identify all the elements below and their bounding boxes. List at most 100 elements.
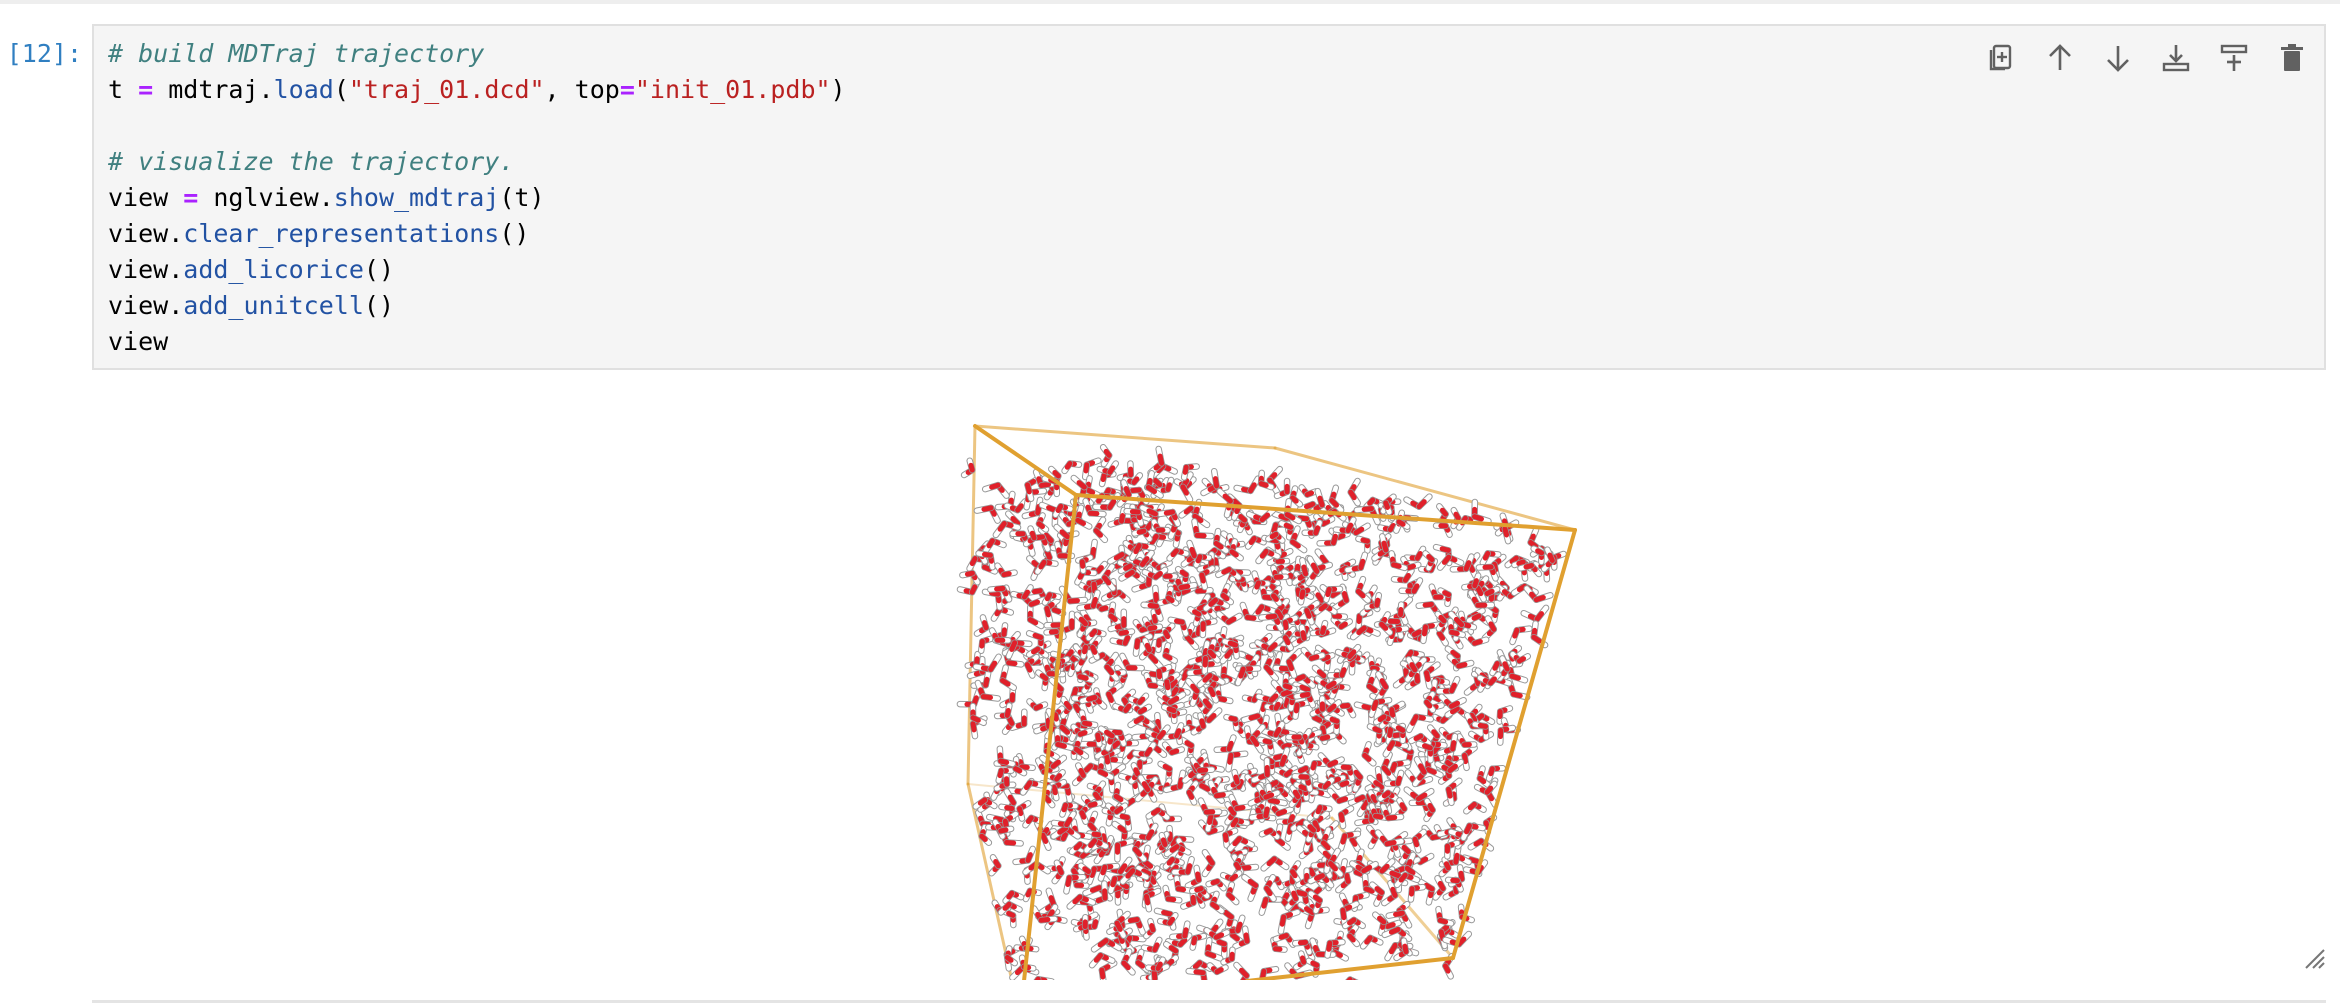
water-molecule [1390,722,1407,745]
water-molecule [1164,932,1193,948]
water-molecule [1156,508,1182,528]
water-molecule [1363,591,1383,611]
water-molecule [1066,893,1097,910]
water-molecule [1332,516,1357,534]
water-molecule [1160,703,1178,725]
water-molecule [1119,867,1150,885]
water-molecule [1179,471,1194,503]
water-molecule [1282,672,1298,693]
water-molecule [1105,802,1129,815]
water-molecule [1361,741,1377,767]
code-editor-text[interactable]: # build MDTraj trajectory t = mdtraj.load… [108,36,846,360]
water-molecule [1277,908,1301,935]
water-molecule [1322,585,1344,603]
water-molecule [1385,909,1413,929]
water-molecule [1349,624,1381,641]
water-molecule [1382,493,1397,516]
water-molecule [1050,778,1068,802]
duplicate-cell-button[interactable] [1980,36,2024,80]
water-molecule [1196,672,1226,689]
water-molecule [1467,589,1496,609]
water-molecule [1143,887,1162,913]
water-molecule [1432,875,1447,901]
water-molecule [978,823,993,846]
nglview-widget[interactable] [92,378,2326,994]
water-molecule [1447,617,1466,639]
water-molecule [1307,872,1335,889]
water-molecule [1423,661,1441,690]
water-molecule [1282,614,1299,637]
water-molecule [960,457,976,479]
molecule-viewport[interactable] [92,378,2326,994]
water-molecule [1291,623,1308,648]
water-molecule [1213,734,1237,754]
water-molecule [1540,546,1556,573]
water-molecule [1415,740,1434,764]
water-molecule [1460,822,1487,842]
water-molecule [1398,577,1424,595]
water-molecule [1038,887,1057,916]
water-molecule [1112,698,1136,714]
water-molecule [1256,736,1275,756]
water-molecule [1026,975,1055,994]
code-cell-editor[interactable]: # build MDTraj trajectory t = mdtraj.load… [92,24,2326,370]
water-molecule [1078,802,1092,825]
water-molecule [1167,616,1189,637]
water-molecule [1245,507,1277,523]
water-molecule [1313,602,1338,616]
water-molecule [1033,710,1053,735]
water-molecule [1215,610,1243,626]
water-molecule [981,481,1010,499]
water-molecule [1475,563,1499,582]
water-molecule [1393,937,1410,962]
water-molecule [1449,553,1475,573]
water-molecule [1173,874,1193,894]
water-molecule [1444,839,1461,860]
water-molecule [1131,527,1153,543]
water-molecule [1204,936,1224,962]
insert-cell-above-button[interactable] [2154,36,2198,80]
water-molecule [1403,493,1433,510]
water-molecule [1474,575,1490,603]
water-molecule [1405,713,1435,734]
insert-cell-below-button[interactable] [2212,36,2256,80]
water-molecule [1191,518,1215,540]
water-molecule [1016,800,1032,822]
move-cell-down-button[interactable] [2096,36,2140,80]
water-molecule [995,767,1015,784]
code-line: view [108,324,846,360]
water-molecule [1202,596,1231,612]
water-molecule [1002,889,1025,905]
water-molecule [1224,800,1237,826]
water-molecule [1255,688,1284,704]
code-token: # visualize the trajectory. [108,147,515,176]
water-molecule [1334,643,1362,660]
water-molecule [988,854,1002,877]
water-molecule [1043,597,1061,625]
water-molecule [1355,535,1371,554]
water-molecule [1022,814,1044,829]
resize-handle-icon[interactable] [2302,946,2326,970]
insert-above-icon [2162,45,2190,72]
move-cell-up-button[interactable] [2038,36,2082,80]
code-token: t [108,75,139,104]
water-molecule [1255,548,1281,565]
water-molecule [1411,756,1428,788]
water-molecule [1257,613,1285,632]
water-molecule [1114,837,1135,863]
water-molecule [1099,443,1113,468]
code-token: "traj_01.dcd" [348,75,545,104]
water-molecule [1403,545,1427,562]
water-molecule [1260,720,1286,739]
water-molecule [1428,583,1450,601]
delete-cell-button[interactable] [2270,36,2314,80]
water-molecule [1156,912,1179,927]
code-line: # visualize the trajectory. [108,144,846,180]
water-molecule [1135,757,1153,776]
water-molecule [1270,585,1283,607]
code-token: add_licorice [183,255,364,284]
water-molecule [1187,606,1203,627]
water-molecule [1226,816,1251,834]
water-molecule [1291,939,1313,956]
water-molecule [1030,905,1058,924]
